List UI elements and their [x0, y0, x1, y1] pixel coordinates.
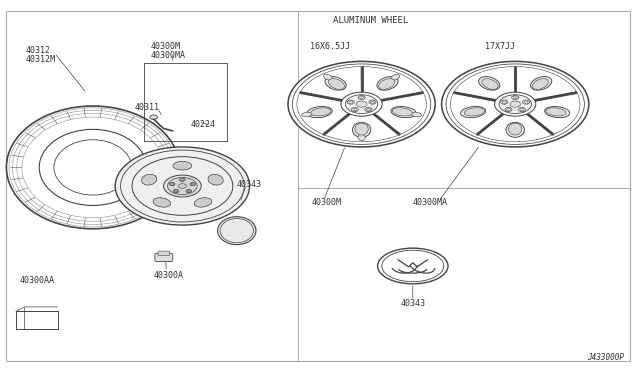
Circle shape: [150, 115, 157, 119]
Ellipse shape: [208, 174, 223, 185]
Circle shape: [170, 183, 174, 185]
Text: ALUMINUM WHEEL: ALUMINUM WHEEL: [333, 16, 408, 25]
Circle shape: [180, 178, 185, 182]
Circle shape: [180, 179, 184, 181]
Circle shape: [356, 101, 367, 107]
Circle shape: [179, 184, 186, 188]
Ellipse shape: [311, 108, 331, 116]
FancyBboxPatch shape: [158, 251, 170, 256]
Circle shape: [502, 101, 506, 103]
Ellipse shape: [218, 217, 256, 245]
Ellipse shape: [358, 134, 365, 141]
Circle shape: [168, 177, 197, 195]
Circle shape: [365, 108, 372, 112]
Ellipse shape: [377, 77, 398, 90]
Text: 40300M: 40300M: [312, 198, 342, 207]
Ellipse shape: [301, 112, 312, 117]
Circle shape: [351, 108, 358, 112]
Text: 40300AA: 40300AA: [19, 276, 54, 285]
Text: 40343: 40343: [400, 299, 426, 308]
FancyBboxPatch shape: [155, 253, 173, 262]
Ellipse shape: [194, 198, 212, 207]
Circle shape: [186, 189, 191, 193]
Ellipse shape: [141, 174, 157, 185]
Circle shape: [348, 100, 355, 104]
Text: 40343: 40343: [237, 180, 262, 189]
Ellipse shape: [392, 108, 412, 116]
Ellipse shape: [532, 78, 548, 89]
Ellipse shape: [509, 123, 522, 135]
Text: 40300MA: 40300MA: [413, 198, 448, 207]
Circle shape: [187, 190, 190, 192]
Text: 16X6.5JJ: 16X6.5JJ: [310, 42, 349, 51]
Text: 40311: 40311: [134, 103, 159, 112]
Text: ORNAMENT: ORNAMENT: [375, 126, 419, 135]
Circle shape: [353, 108, 357, 111]
Text: J433000P: J433000P: [587, 353, 624, 362]
Ellipse shape: [307, 106, 332, 118]
Ellipse shape: [482, 78, 498, 89]
Ellipse shape: [323, 74, 332, 80]
Ellipse shape: [325, 77, 346, 90]
Circle shape: [170, 182, 175, 186]
Ellipse shape: [411, 112, 422, 117]
Circle shape: [369, 100, 376, 104]
Circle shape: [288, 61, 435, 147]
Text: 17X7JJ: 17X7JJ: [486, 42, 515, 51]
Ellipse shape: [479, 77, 500, 90]
Circle shape: [360, 96, 364, 99]
Ellipse shape: [465, 108, 484, 116]
Circle shape: [520, 108, 524, 111]
Circle shape: [190, 182, 195, 186]
Circle shape: [175, 190, 178, 192]
Circle shape: [442, 61, 589, 147]
Ellipse shape: [355, 123, 368, 135]
Text: 40312: 40312: [26, 46, 51, 55]
Text: 40300M: 40300M: [150, 42, 180, 51]
Circle shape: [513, 96, 517, 99]
Ellipse shape: [353, 122, 371, 137]
Ellipse shape: [461, 106, 486, 118]
Circle shape: [511, 96, 519, 100]
Ellipse shape: [173, 161, 192, 170]
Circle shape: [505, 108, 512, 112]
Ellipse shape: [328, 78, 344, 89]
Text: 40300MA: 40300MA: [150, 51, 186, 60]
Circle shape: [495, 92, 536, 116]
Circle shape: [371, 101, 374, 103]
Circle shape: [510, 101, 520, 107]
Ellipse shape: [391, 106, 416, 118]
Circle shape: [191, 183, 195, 185]
Ellipse shape: [531, 77, 552, 90]
Text: 40224: 40224: [191, 120, 216, 129]
Ellipse shape: [153, 198, 171, 207]
Circle shape: [366, 108, 371, 111]
Circle shape: [164, 175, 201, 197]
Text: 40312M: 40312M: [26, 55, 56, 64]
Circle shape: [522, 100, 529, 104]
Circle shape: [349, 101, 353, 103]
Ellipse shape: [379, 78, 395, 89]
Bar: [16, 311, 58, 329]
Circle shape: [499, 95, 531, 113]
Ellipse shape: [546, 108, 566, 116]
Ellipse shape: [506, 122, 524, 137]
Ellipse shape: [378, 248, 448, 284]
Circle shape: [501, 100, 508, 104]
Circle shape: [115, 147, 250, 225]
Circle shape: [173, 189, 179, 193]
Ellipse shape: [545, 106, 570, 118]
Circle shape: [346, 95, 378, 113]
Circle shape: [524, 101, 528, 103]
Text: 40300A: 40300A: [154, 271, 184, 280]
Circle shape: [341, 92, 382, 116]
Ellipse shape: [391, 74, 400, 80]
Circle shape: [518, 108, 525, 112]
Circle shape: [358, 96, 365, 100]
Circle shape: [506, 108, 511, 111]
